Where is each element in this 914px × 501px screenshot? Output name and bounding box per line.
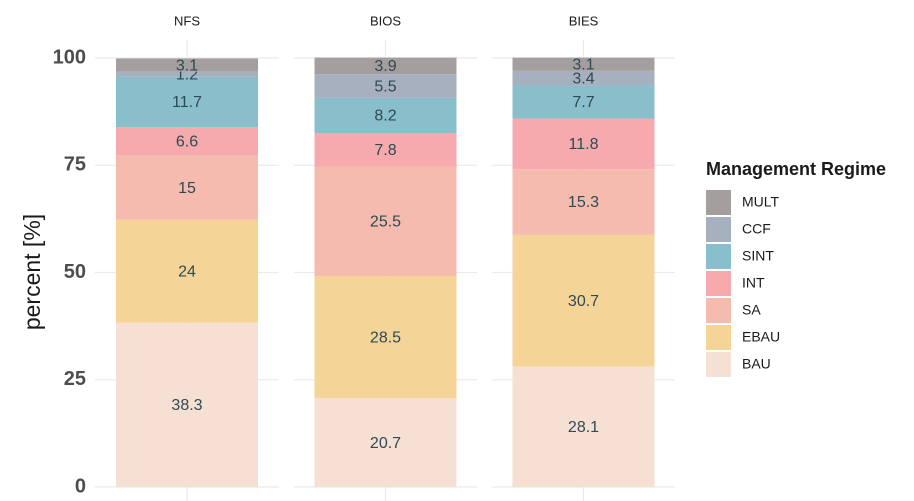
data-label: 15.3: [568, 194, 599, 211]
bar-segment: [116, 127, 258, 156]
data-label: 3.4: [572, 70, 594, 87]
legend-key: [706, 352, 731, 377]
data-label: 3.1: [176, 57, 198, 74]
data-label: 11.7: [172, 94, 202, 111]
legend-label: BAU: [742, 356, 771, 372]
data-label: 7.8: [374, 142, 396, 159]
legend-key: [706, 244, 731, 269]
legend-label: SINT: [742, 248, 774, 264]
legend-key: [706, 217, 731, 242]
bar-segment: [512, 169, 655, 235]
facet-label: BIOS: [370, 13, 401, 28]
y-axis-label: percent [%]: [19, 214, 45, 330]
bar-segment: [116, 58, 258, 72]
facet-label: BIES: [569, 13, 599, 28]
bar-segment: [314, 133, 457, 167]
legend-key: [706, 325, 731, 350]
y-tick-label: 50: [64, 261, 86, 283]
data-label: 15: [178, 180, 196, 197]
bar-segment: [512, 57, 655, 71]
facet-label: NFS: [174, 13, 200, 28]
data-label: 30.7: [568, 293, 599, 310]
bar-segment: [314, 398, 457, 487]
y-tick-label: 0: [75, 475, 86, 497]
data-label: 20.7: [370, 435, 401, 452]
data-label: 5.5: [374, 78, 396, 95]
bar-segment: [512, 234, 655, 367]
data-label: 24: [178, 263, 196, 280]
bar-segment: [314, 74, 457, 98]
y-tick-label: 25: [64, 368, 86, 390]
bar-segment: [314, 275, 457, 399]
data-label: 28.1: [568, 419, 599, 436]
y-tick-label: 100: [53, 46, 86, 68]
legend-label: MULT: [742, 194, 780, 210]
bar-segment: [314, 57, 457, 75]
data-label: 25.5: [370, 213, 401, 230]
legend-label: INT: [742, 275, 765, 291]
data-label: 38.3: [171, 397, 202, 414]
data-label: 3.1: [572, 56, 594, 73]
bar-segment: [116, 71, 258, 77]
legend-label: SA: [742, 302, 761, 318]
legend-key: [706, 190, 731, 215]
data-label: 28.5: [370, 329, 401, 346]
legend-label: CCF: [742, 221, 771, 237]
data-label: 7.7: [572, 94, 594, 111]
y-tick-label: 75: [64, 154, 86, 176]
legend-title: Management Regime: [706, 159, 886, 179]
bar-segment: [314, 166, 457, 276]
bar-segment: [116, 76, 258, 128]
data-label: 11.8: [569, 136, 599, 153]
bar-segment: [512, 85, 655, 119]
bar-segment: [116, 219, 258, 323]
bar-segment: [314, 97, 457, 134]
data-label: 6.6: [176, 133, 198, 150]
data-label: 8.2: [374, 108, 396, 125]
bar-segment: [512, 366, 655, 487]
legend-key: [706, 298, 731, 323]
legend-label: EBAU: [742, 329, 780, 345]
bar-segment: [116, 322, 258, 487]
bar-segment: [512, 70, 655, 86]
legend-key: [706, 271, 731, 296]
bar-segment: [116, 155, 258, 220]
bar-segment: [512, 118, 655, 170]
data-label: 3.9: [374, 58, 396, 75]
